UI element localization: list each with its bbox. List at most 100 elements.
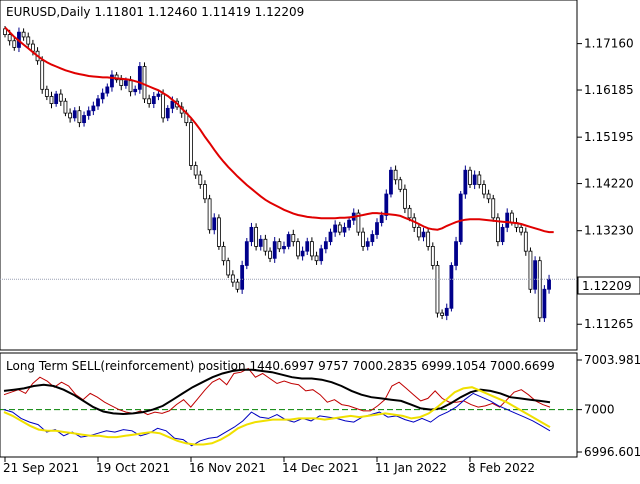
candle-body bbox=[21, 31, 26, 38]
candle-body bbox=[96, 98, 100, 107]
time-axis: 21 Sep 2021 19 Oct 2021 16 Nov 2021 14 Dec … bbox=[3, 457, 535, 475]
candle-body bbox=[393, 169, 398, 181]
candle-body bbox=[528, 250, 533, 290]
candle-body bbox=[300, 250, 305, 257]
candle-body bbox=[296, 241, 300, 257]
candle-body bbox=[398, 179, 403, 190]
indicator-lines bbox=[3, 367, 551, 447]
time-tick-label: 11 Jan 2022 bbox=[375, 461, 447, 475]
candle-body bbox=[375, 222, 379, 235]
time-tick-label: 16 Nov 2021 bbox=[189, 461, 266, 475]
candle-body bbox=[291, 234, 296, 243]
candle-body bbox=[170, 100, 175, 109]
candle-body bbox=[244, 241, 249, 266]
indicator-title: Long Term SELL(reinforcement) position 1… bbox=[6, 359, 555, 373]
candle-body bbox=[519, 226, 524, 233]
candle-body bbox=[230, 274, 235, 283]
candle-body bbox=[309, 241, 314, 257]
candle-body bbox=[472, 174, 477, 185]
candle-body bbox=[547, 278, 551, 290]
candle-body bbox=[272, 241, 277, 259]
candle-body bbox=[3, 28, 7, 35]
candle-body bbox=[77, 110, 82, 124]
candle-body bbox=[147, 98, 152, 104]
candle-body bbox=[463, 169, 468, 195]
candle-body bbox=[105, 86, 110, 94]
candle-body bbox=[7, 34, 12, 42]
candle-body bbox=[44, 88, 49, 97]
candle-body bbox=[72, 110, 77, 119]
candle-body bbox=[161, 93, 166, 119]
candle-body bbox=[26, 36, 31, 45]
indicator-series-line bbox=[3, 368, 551, 416]
candle-body bbox=[128, 80, 133, 93]
candle-body bbox=[426, 231, 431, 247]
candle-body bbox=[370, 234, 375, 243]
candle-body bbox=[495, 217, 500, 243]
price-pane bbox=[0, 0, 578, 351]
candle-body bbox=[240, 265, 245, 290]
candle-body bbox=[542, 288, 547, 319]
candle-body bbox=[444, 307, 449, 316]
candle-body bbox=[100, 92, 105, 100]
candle-body bbox=[323, 241, 328, 250]
candle-body bbox=[365, 241, 370, 247]
time-tick-label: 19 Oct 2021 bbox=[96, 461, 170, 475]
candle-body bbox=[416, 226, 421, 238]
candle-body bbox=[500, 226, 505, 243]
indicator-series-line bbox=[3, 392, 551, 447]
candle-body bbox=[254, 226, 259, 247]
candle-body bbox=[263, 238, 268, 252]
candle-body bbox=[86, 110, 91, 116]
candles-group bbox=[3, 25, 551, 322]
candle-body bbox=[440, 312, 445, 316]
candle-body bbox=[258, 238, 263, 247]
candle-body bbox=[435, 265, 440, 314]
candle-body bbox=[203, 184, 207, 200]
indicator-pane bbox=[0, 352, 578, 458]
candle-body bbox=[198, 174, 203, 185]
candle-body bbox=[537, 260, 542, 319]
candle-body bbox=[356, 212, 361, 233]
candle-body bbox=[379, 215, 384, 224]
candle-body bbox=[402, 188, 407, 209]
candle-body bbox=[486, 193, 491, 200]
price-tick-label: 1.11265 bbox=[584, 317, 634, 331]
candle-body bbox=[277, 241, 282, 250]
candle-body bbox=[454, 241, 458, 266]
indicator-series-line bbox=[3, 386, 551, 446]
candle-body bbox=[58, 93, 63, 102]
candle-body bbox=[142, 66, 147, 100]
candle-body bbox=[286, 234, 291, 247]
candle-body bbox=[430, 246, 435, 266]
candle-body bbox=[91, 105, 96, 112]
candle-body bbox=[40, 60, 45, 90]
indicator-tick-label: 6996.6016 bbox=[584, 445, 640, 459]
candle-body bbox=[137, 66, 142, 90]
time-tick-label: 21 Sep 2021 bbox=[3, 461, 79, 475]
candle-body bbox=[305, 241, 310, 252]
candle-body bbox=[68, 112, 72, 119]
candle-body bbox=[337, 224, 342, 233]
current-price-label: 1.12209 bbox=[582, 279, 632, 293]
moving-average-line bbox=[4, 26, 554, 234]
price-tick-label: 1.13230 bbox=[584, 224, 634, 238]
candle-body bbox=[328, 231, 333, 243]
indicator-series-line bbox=[3, 367, 551, 416]
candle-body bbox=[482, 184, 486, 195]
candle-body bbox=[221, 246, 226, 262]
candle-body bbox=[477, 174, 482, 185]
candle-body bbox=[82, 115, 86, 124]
candle-body bbox=[491, 198, 496, 219]
candle-body bbox=[12, 40, 17, 48]
candle-body bbox=[319, 248, 324, 262]
candle-body bbox=[156, 93, 161, 97]
candle-body bbox=[468, 169, 472, 185]
candle-body bbox=[533, 260, 537, 290]
candle-body bbox=[282, 246, 286, 250]
candle-body bbox=[216, 217, 221, 247]
candle-body bbox=[509, 212, 514, 224]
